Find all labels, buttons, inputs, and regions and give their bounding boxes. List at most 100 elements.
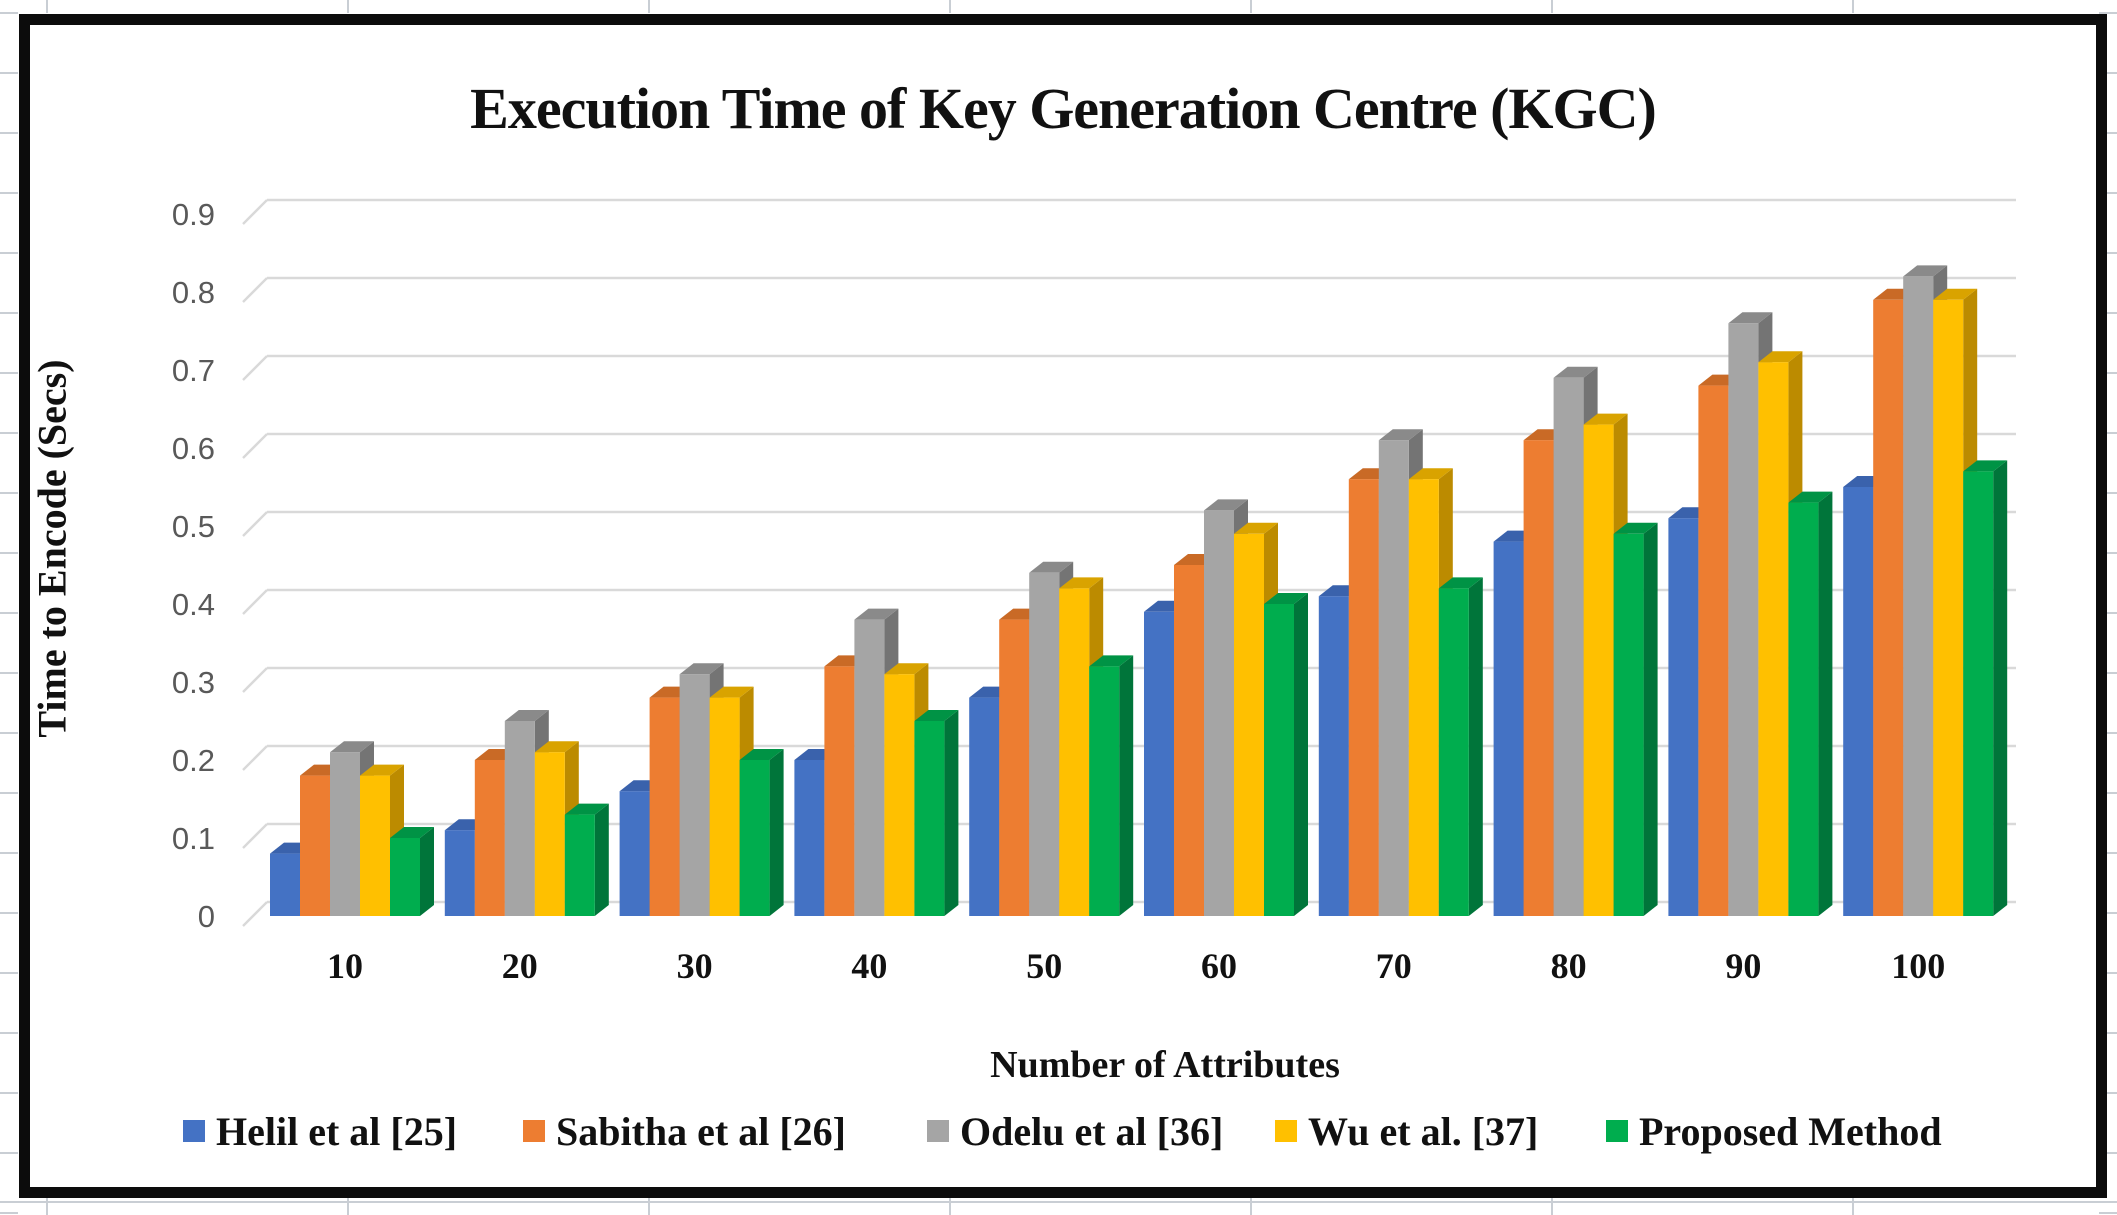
- y-axis-tick-label: 0.5: [171, 509, 215, 544]
- worksheet-gridline-stub: [0, 1092, 18, 1094]
- bar: [1318, 596, 1349, 916]
- worksheet-gridline-stub: [1852, 1197, 1854, 1215]
- bar: [1523, 440, 1554, 916]
- worksheet-gridline-stub: [0, 792, 18, 794]
- bar-top-face: [709, 686, 754, 698]
- worksheet-gridline-stub: [0, 552, 18, 554]
- bar-top-face: [390, 827, 434, 838]
- bar: [534, 752, 565, 916]
- worksheet-gridline-stub: [0, 852, 18, 854]
- bar-top-face: [1089, 655, 1134, 667]
- bar-top-face: [1029, 561, 1074, 573]
- worksheet-gridline-stub: [0, 312, 18, 314]
- bar: [1553, 377, 1584, 916]
- bar-top-face: [1438, 577, 1483, 589]
- bar: [679, 674, 710, 916]
- bar: [824, 666, 855, 916]
- worksheet-gridline-stub: [347, 1197, 349, 1215]
- x-axis-tick-label: 10: [327, 946, 363, 986]
- bar-top-face: [1378, 429, 1423, 441]
- bar: [969, 697, 1000, 916]
- bar: [1408, 479, 1439, 916]
- bar: [1873, 299, 1904, 916]
- bar: [564, 814, 595, 916]
- worksheet-gridline-stub: [0, 972, 18, 974]
- bar: [1174, 565, 1204, 916]
- x-axis-tick-label: 50: [1026, 946, 1063, 986]
- worksheet-gridline-stub: [2099, 612, 2117, 614]
- y-axis-tick-label: 0.3: [171, 665, 215, 700]
- worksheet-gridline-stub: [0, 252, 18, 254]
- legend-item: Odelu et al [36]: [927, 1108, 1223, 1154]
- y-axis-tick-label: 0.4: [171, 587, 215, 622]
- legend-label: Odelu et al [36]: [960, 1108, 1224, 1154]
- gridline-slant: [242, 511, 268, 537]
- legend-swatch-icon: [1606, 1120, 1628, 1142]
- legend-label: Proposed Method: [1639, 1108, 1942, 1154]
- legend-swatch-icon: [183, 1120, 205, 1142]
- bar: [649, 697, 680, 916]
- bar-side-face: [420, 827, 434, 916]
- bar-top-face: [360, 764, 404, 776]
- worksheet-gridline-stub: [2099, 1152, 2117, 1154]
- bar: [330, 752, 360, 916]
- bar: [360, 775, 390, 916]
- bar-side-face: [1294, 593, 1308, 916]
- bar-side-face: [1643, 522, 1658, 916]
- bar: [1933, 299, 1964, 916]
- bar-top-face: [1933, 288, 1978, 300]
- bar: [390, 838, 420, 916]
- worksheet-gridline-stub: [1551, 1197, 1553, 1215]
- bar-top-face: [504, 710, 549, 721]
- worksheet-gridline-stub: [2099, 372, 2117, 374]
- bar-side-face: [944, 710, 959, 916]
- bar-top-face: [739, 749, 784, 760]
- bar: [1204, 510, 1234, 916]
- bar: [1234, 533, 1264, 916]
- worksheet-gridline-stub: [2099, 972, 2117, 974]
- bar-top-face: [1613, 522, 1658, 534]
- bar-side-face: [1993, 460, 2008, 916]
- worksheet-gridline-stub: [648, 0, 650, 13]
- bar-top-face: [1408, 468, 1453, 480]
- worksheet-gridline-stub: [1551, 0, 1553, 13]
- worksheet-gridline-stub: [2099, 1092, 2117, 1094]
- y-axis-tick-label: 0.6: [171, 431, 215, 466]
- bar: [854, 619, 885, 916]
- bar: [1668, 518, 1699, 916]
- x-axis-tick-label: 80: [1550, 946, 1587, 986]
- bar: [270, 853, 300, 916]
- bar-top-face: [1234, 522, 1278, 534]
- bar: [1029, 572, 1060, 916]
- bar: [794, 760, 825, 916]
- bar-top-face: [1728, 312, 1773, 324]
- bar: [1698, 385, 1729, 917]
- legend-swatch-icon: [523, 1120, 545, 1142]
- worksheet-gridline-stub: [2099, 132, 2117, 134]
- worksheet-gridline-stub: [0, 1032, 18, 1034]
- legend-item: Sabitha et al [26]: [523, 1108, 846, 1154]
- gridline-slant: [242, 199, 268, 225]
- legend-swatch-icon: [927, 1120, 949, 1142]
- bar-top-face: [330, 741, 374, 753]
- bar: [1089, 666, 1120, 916]
- bar-top-face: [534, 741, 579, 753]
- bar: [709, 697, 740, 916]
- bar-top-face: [1059, 577, 1104, 589]
- bar-top-face: [1788, 491, 1833, 503]
- worksheet-gridline-stub: [0, 132, 18, 134]
- worksheet-gridline-stub: [2099, 1032, 2117, 1034]
- worksheet-gridline-stub: [1250, 0, 1252, 13]
- legend-label: Helil et al [25]: [216, 1108, 458, 1154]
- bar: [884, 674, 915, 916]
- worksheet-gridline-stub: [46, 1197, 48, 1215]
- worksheet-gridline-stub: [949, 1197, 951, 1215]
- bar: [1963, 471, 1994, 916]
- bar-top-face: [914, 710, 959, 721]
- worksheet-gridline-stub: [347, 0, 349, 13]
- bar-side-face: [1119, 655, 1134, 916]
- worksheet-gridline-stub: [648, 1197, 650, 1215]
- worksheet-gridline-stub: [2099, 12, 2117, 14]
- gridline-slant: [242, 745, 268, 771]
- worksheet-gridline-stub: [0, 612, 18, 614]
